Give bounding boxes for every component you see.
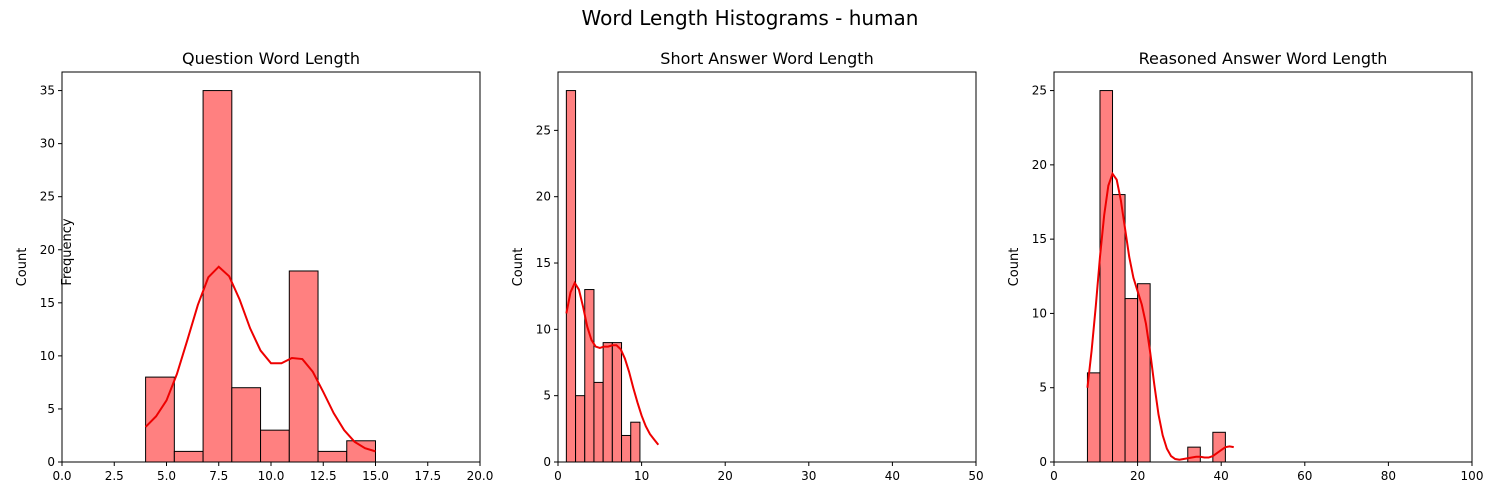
bars — [145, 90, 377, 463]
y-tick-label: 20 — [1032, 158, 1047, 172]
histogram-bar — [231, 387, 262, 463]
x-tick-label: 2.5 — [105, 469, 124, 483]
x-tick-label: 40 — [1214, 469, 1229, 483]
y-axis-label: Count — [511, 248, 526, 287]
x-tick-label: 10 — [634, 469, 649, 483]
y-tick-label: 0 — [47, 455, 55, 469]
x-tick-label: 100 — [1461, 469, 1484, 483]
x-tick-label: 20 — [718, 469, 733, 483]
figure-ylabel: Frequency — [60, 218, 75, 285]
subplot-title: Question Word Length — [182, 49, 360, 68]
axes-border — [1053, 71, 1473, 463]
histogram-bar — [575, 395, 586, 463]
histogram-bar — [602, 342, 613, 463]
x-ticks: 0.0 2.5 5.0 7.5 10.0 12.5 15.0 17.5 20.0 — [52, 462, 493, 483]
y-axis-label: Count — [15, 248, 30, 287]
y-axis-label: Count — [1007, 248, 1022, 287]
y-tick-label: 10 — [40, 349, 55, 363]
x-tick-label: 30 — [801, 469, 816, 483]
y-tick-label: 35 — [40, 84, 55, 98]
x-tick-label: 0.0 — [52, 469, 71, 483]
x-tick-label: 40 — [885, 469, 900, 483]
x-tick-label: 20.0 — [467, 469, 494, 483]
histogram-bar — [565, 90, 577, 463]
y-tick-label: 10 — [1032, 306, 1047, 320]
histogram-bar — [346, 440, 377, 463]
histogram-bar — [173, 450, 204, 463]
histogram-bar — [1086, 372, 1101, 463]
y-tick-label: 25 — [40, 190, 55, 204]
y-ticks: 0 5 10 15 20 25 30 35 — [40, 84, 62, 469]
histogram-bar — [202, 90, 233, 463]
axes-frame — [557, 71, 977, 463]
axes-border — [557, 71, 977, 463]
histogram-bar — [584, 289, 595, 463]
y-tick-label: 5 — [543, 389, 551, 403]
y-tick-label: 15 — [536, 256, 551, 270]
subplot-question: Question Word Length Count 0.0 2.5 5.0 7.5 1… — [15, 49, 493, 483]
x-ticks: 0 10 20 30 40 50 — [554, 462, 984, 483]
x-tick-label: 5.0 — [157, 469, 176, 483]
y-ticks: 0 5 10 15 20 25 — [1032, 84, 1054, 469]
x-tick-label: 17.5 — [414, 469, 441, 483]
y-tick-label: 5 — [1039, 381, 1047, 395]
x-tick-label: 7.5 — [209, 469, 228, 483]
histogram-bar — [630, 421, 641, 463]
x-tick-label: 10.0 — [258, 469, 285, 483]
y-ticks: 0 5 10 15 20 25 — [536, 123, 558, 469]
x-tick-label: 15.0 — [362, 469, 389, 483]
x-tick-label: 20 — [1130, 469, 1145, 483]
x-tick-label: 80 — [1381, 469, 1396, 483]
histogram-bar — [1099, 90, 1114, 463]
y-tick-label: 15 — [1032, 232, 1047, 246]
y-tick-label: 20 — [536, 190, 551, 204]
histogram-bar — [260, 429, 290, 463]
histogram-bar — [1212, 431, 1226, 463]
kde-curve — [144, 265, 376, 453]
x-tick-label: 0 — [554, 469, 562, 483]
bars — [565, 90, 641, 463]
histogram-bar — [593, 381, 604, 463]
histogram-bar — [288, 270, 319, 463]
x-tick-label: 60 — [1297, 469, 1312, 483]
histogram-bar — [611, 342, 623, 463]
y-tick-label: 0 — [543, 455, 551, 469]
y-tick-label: 25 — [536, 123, 551, 137]
subplot-reasoned-answer: Reasoned Answer Word Length Count 0 20 40 6… — [1007, 49, 1483, 483]
subplot-short-answer: Short Answer Word Length Count 0 10 20 30 40… — [511, 49, 984, 483]
y-tick-label: 15 — [40, 296, 55, 310]
y-tick-label: 30 — [40, 137, 55, 151]
histogram-bar — [1112, 194, 1126, 463]
axes-border — [61, 71, 481, 463]
subplot-title: Reasoned Answer Word Length — [1139, 49, 1388, 68]
x-tick-label: 50 — [968, 469, 983, 483]
x-tick-label: 0 — [1050, 469, 1058, 483]
histogram-bar — [1187, 446, 1201, 463]
y-tick-label: 10 — [536, 322, 551, 336]
figure-suptitle: Word Length Histograms - human — [582, 6, 919, 30]
kde-curve — [1086, 171, 1234, 461]
y-tick-label: 20 — [40, 243, 55, 257]
kde-curve — [565, 280, 660, 446]
histogram-bar — [317, 450, 348, 463]
axes-frame — [1053, 71, 1473, 463]
y-tick-label: 5 — [47, 402, 55, 416]
y-tick-label: 25 — [1032, 84, 1047, 98]
subplot-title: Short Answer Word Length — [660, 49, 873, 68]
x-ticks: 0 20 40 60 80 100 — [1050, 462, 1483, 483]
histogram-bar — [1124, 298, 1139, 463]
axes-frame — [61, 71, 481, 463]
histogram-bar — [621, 434, 632, 463]
x-tick-label: 12.5 — [310, 469, 337, 483]
y-tick-label: 0 — [1039, 455, 1047, 469]
